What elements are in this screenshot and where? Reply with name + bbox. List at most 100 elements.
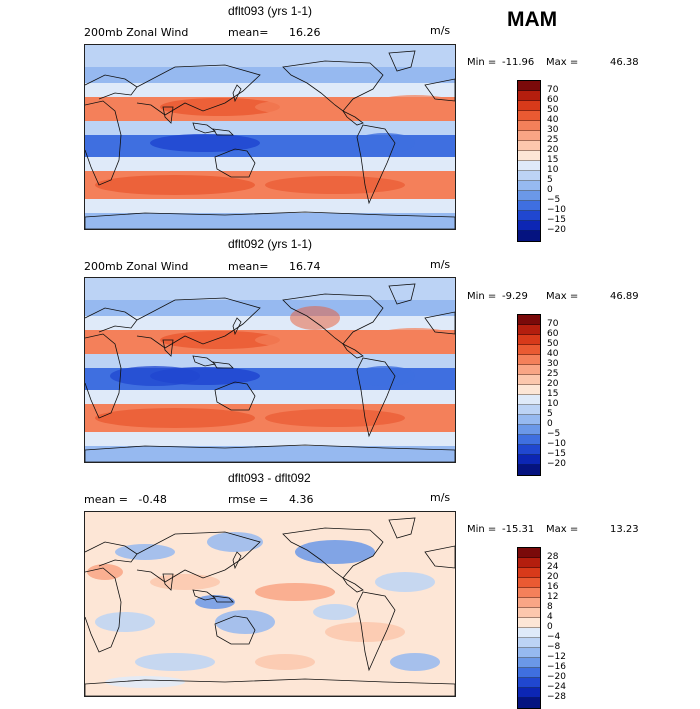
colorbar-swatch <box>518 141 540 151</box>
panel3-rmse-value: 4.36 <box>289 493 314 506</box>
panel3-title: dflt093 - dflt092 <box>228 471 311 485</box>
panel2-max-label: Max = <box>546 291 579 302</box>
colorbar-swatch <box>518 345 540 355</box>
colorbar-tick-label: −15 <box>547 449 566 459</box>
panel1-max-label: Max = <box>546 57 579 68</box>
colorbar-tick-label: 0 <box>547 185 553 195</box>
colorbar-tick-label: 40 <box>547 349 559 359</box>
colorbar-tick-label: 15 <box>547 389 559 399</box>
colorbar-swatch <box>518 588 540 598</box>
panel3-min-value: -15.31 <box>502 524 535 535</box>
colorbar-swatch <box>518 465 540 475</box>
colorbar-swatch <box>518 171 540 181</box>
colorbar-tick-label: 20 <box>547 145 559 155</box>
colorbar-tick-label: −20 <box>547 672 566 682</box>
panel2-field-label: 200mb Zonal Wind <box>84 260 189 273</box>
colorbar-tick-label: 70 <box>547 319 559 329</box>
colorbar-swatch <box>518 121 540 131</box>
colorbar-tick-label: 5 <box>547 175 553 185</box>
colorbar-tick-label: 12 <box>547 592 559 602</box>
colorbar-tick-label: 40 <box>547 115 559 125</box>
colorbar-swatch <box>518 151 540 161</box>
panel2-map <box>84 277 456 463</box>
colorbar-tick-label: 20 <box>547 379 559 389</box>
colorbar-tick-label: 60 <box>547 95 559 105</box>
colorbar-swatch <box>518 365 540 375</box>
colorbar-tick-label: 24 <box>547 562 559 572</box>
colorbar-tick-label: 20 <box>547 572 559 582</box>
panel3-units: m/s <box>430 491 451 504</box>
season-label: MAM <box>507 8 558 31</box>
panel3-mean-text: mean = -0.48 <box>84 493 167 506</box>
panel1-max-value: 46.38 <box>610 57 639 68</box>
colorbar-swatch <box>518 231 540 241</box>
panel2-mean-label: mean= <box>228 260 269 273</box>
colorbar-swatch <box>518 558 540 568</box>
colorbar-tick-label: 25 <box>547 369 559 379</box>
colorbar-swatch <box>518 315 540 325</box>
colorbar-swatch <box>518 628 540 638</box>
panel3-max-label: Max = <box>546 524 579 535</box>
panel3-min-label: Min = <box>467 524 497 535</box>
colorbar-swatch <box>518 181 540 191</box>
colorbar-swatch <box>518 648 540 658</box>
colorbar-swatch <box>518 81 540 91</box>
colorbar-tick-label: −10 <box>547 439 566 449</box>
colorbar-tick-label: 15 <box>547 155 559 165</box>
colorbar-tick-label: 10 <box>547 399 559 409</box>
panel3-rmse-label: rmse = <box>228 493 269 506</box>
colorbar-tick-label: 16 <box>547 582 559 592</box>
colorbar-tick-label: 60 <box>547 329 559 339</box>
colorbar-tick-label: 4 <box>547 612 553 622</box>
panel1-field-label: 200mb Zonal Wind <box>84 26 189 39</box>
panel3-map <box>84 511 456 697</box>
colorbar-tick-label: −16 <box>547 662 566 672</box>
panel1-min-label: Min = <box>467 57 497 68</box>
colorbar-swatch <box>518 201 540 211</box>
colorbar-swatches <box>517 80 541 242</box>
colorbar-swatches <box>517 547 541 709</box>
colorbar-tick-label: −20 <box>547 225 566 235</box>
panel1-mean-label: mean= <box>228 26 269 39</box>
colorbar-tick-label: 28 <box>547 552 559 562</box>
panel1-min-value: -11.96 <box>502 57 535 68</box>
panel2-max-value: 46.89 <box>610 291 639 302</box>
colorbar-tick-label: 10 <box>547 165 559 175</box>
colorbar-swatch <box>518 101 540 111</box>
colorbar-swatch <box>518 548 540 558</box>
colorbar-swatch <box>518 415 540 425</box>
panel2-min-label: Min = <box>467 291 497 302</box>
colorbar-swatch <box>518 335 540 345</box>
panel2-mean-value: 16.74 <box>289 260 321 273</box>
panel1-title: dflt093 (yrs 1-1) <box>228 4 313 18</box>
panel2-title: dflt092 (yrs 1-1) <box>228 237 313 251</box>
colorbar-tick-label: 50 <box>547 339 559 349</box>
colorbar-tick-label: −28 <box>547 692 566 702</box>
colorbar-tick-label: 25 <box>547 135 559 145</box>
colorbar-tick-label: 5 <box>547 409 553 419</box>
colorbar-swatch <box>518 161 540 171</box>
colorbar-tick-label: 0 <box>547 622 553 632</box>
colorbar-tick-label: 70 <box>547 85 559 95</box>
colorbar-swatch <box>518 658 540 668</box>
colorbar-tick-label: −5 <box>547 429 561 439</box>
colorbar-swatch <box>518 688 540 698</box>
colorbar-tick-label: −10 <box>547 205 566 215</box>
panel3-max-value: 13.23 <box>610 524 639 535</box>
colorbar-swatch <box>518 455 540 465</box>
colorbar-swatch <box>518 608 540 618</box>
colorbar-swatch <box>518 191 540 201</box>
colorbar-tick-label: −5 <box>547 195 561 205</box>
panel2-units: m/s <box>430 258 451 271</box>
colorbar-swatch <box>518 568 540 578</box>
colorbar-swatch <box>518 578 540 588</box>
colorbar-swatches <box>517 314 541 476</box>
colorbar-swatch <box>518 375 540 385</box>
colorbar-swatch <box>518 355 540 365</box>
colorbar-swatch <box>518 638 540 648</box>
colorbar-tick-label: −8 <box>547 642 561 652</box>
colorbar-swatch <box>518 425 540 435</box>
colorbar-tick-label: −15 <box>547 215 566 225</box>
colorbar-tick-label: 0 <box>547 419 553 429</box>
colorbar-tick-label: 30 <box>547 125 559 135</box>
